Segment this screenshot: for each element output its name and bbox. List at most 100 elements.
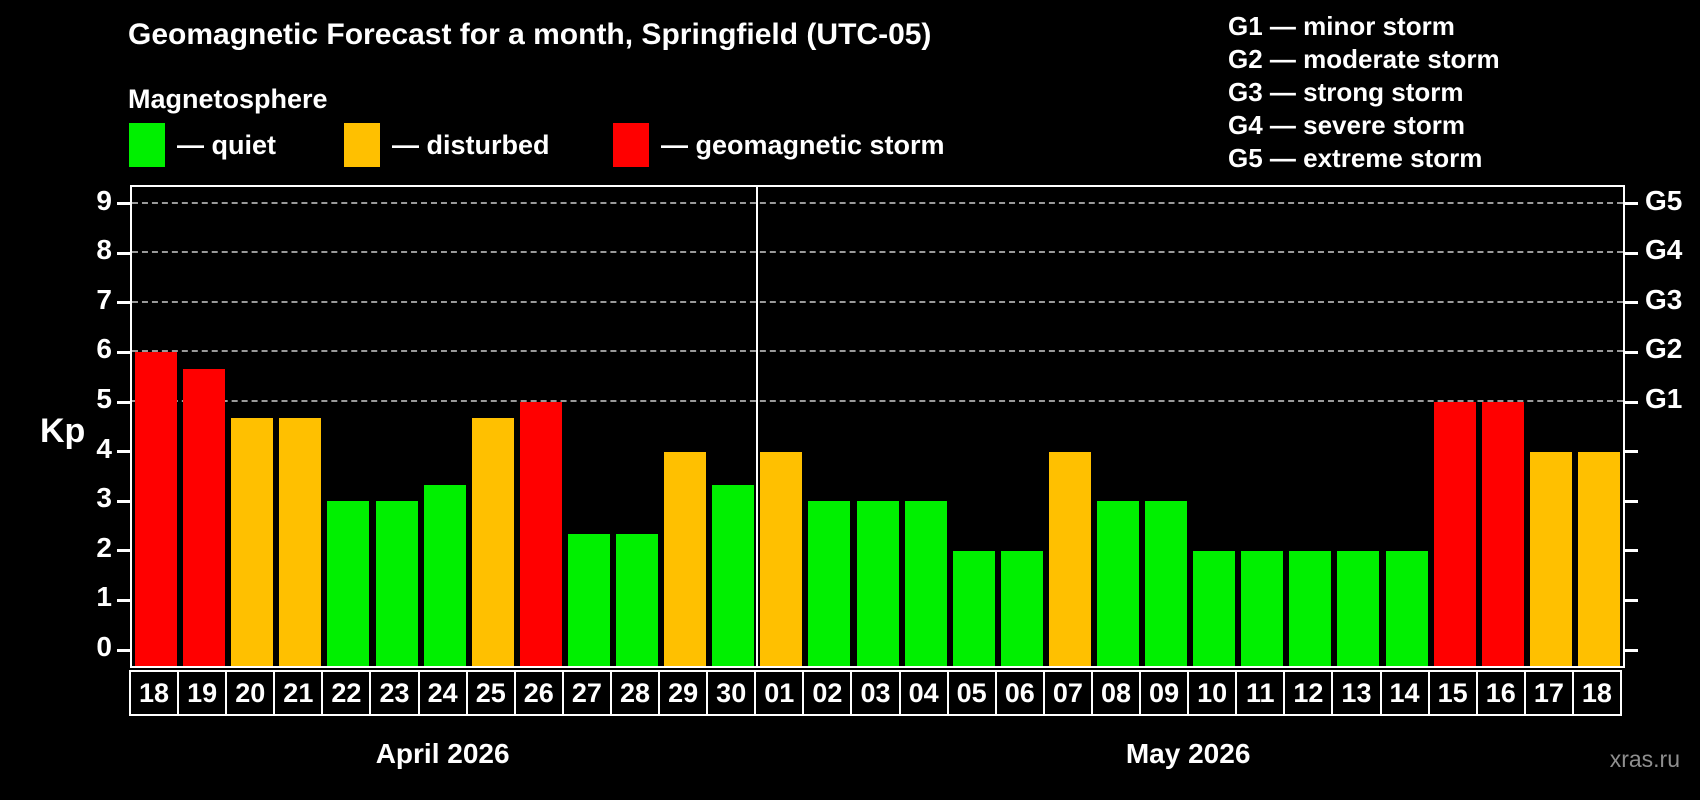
legend-storm-label: — geomagnetic storm <box>661 129 945 160</box>
day-label: 17 <box>1523 670 1574 716</box>
day-label: 15 <box>1427 670 1478 716</box>
day-label: 22 <box>321 670 372 716</box>
day-label: 20 <box>225 670 276 716</box>
right-axis-tick <box>1625 301 1638 305</box>
right-axis-tick <box>1625 202 1638 206</box>
day-label: 18 <box>129 670 180 716</box>
kp-bar <box>1577 451 1620 666</box>
g-scale-legend-line: G2 — moderate storm <box>1228 44 1500 74</box>
kp-bar <box>952 550 995 666</box>
kp-bar <box>1193 550 1236 666</box>
day-label: 27 <box>561 670 612 716</box>
month-label-april: April 2026 <box>375 738 510 769</box>
kp-bar <box>183 368 226 666</box>
plot-area <box>130 185 1625 668</box>
right-axis-tick <box>1625 598 1638 602</box>
day-label: 24 <box>417 670 468 716</box>
y-axis-tick <box>117 350 130 354</box>
day-label: 06 <box>994 670 1045 716</box>
right-axis-tick <box>1625 251 1638 255</box>
g-scale-legend: G1 — minor storm G2 — moderate storm G3 … <box>1228 10 1500 175</box>
kp-bar <box>808 501 851 666</box>
kp-bar <box>231 418 274 666</box>
kp-bar <box>471 418 514 666</box>
y-axis-tick <box>117 450 130 454</box>
kp-bar <box>1481 402 1524 666</box>
y-axis-tick <box>117 598 130 602</box>
g-axis-label: G3 <box>1645 283 1683 315</box>
day-label: 12 <box>1283 670 1334 716</box>
kp-bar <box>1241 550 1284 666</box>
kp-bar <box>1385 550 1428 666</box>
right-axis-tick <box>1625 549 1638 553</box>
day-label: 21 <box>273 670 324 716</box>
g-axis-label: G5 <box>1645 184 1683 216</box>
y-axis-tick-label: 3 <box>96 482 112 514</box>
y-axis-tick <box>117 549 130 553</box>
kp-bar <box>1337 550 1380 666</box>
g-axis-label: G4 <box>1645 234 1683 266</box>
legend-item-storm: — geomagnetic storm <box>613 123 945 167</box>
legend-disturbed-label: — disturbed <box>392 129 550 160</box>
legend-item-quiet: — quiet <box>129 123 276 167</box>
day-label: 18 <box>1571 670 1622 716</box>
day-label: 05 <box>946 670 997 716</box>
legend-item-disturbed: — disturbed <box>344 123 550 167</box>
kp-bar <box>1000 550 1043 666</box>
day-label: 07 <box>1042 670 1093 716</box>
kp-bar <box>760 451 803 666</box>
day-label: 25 <box>465 670 516 716</box>
quiet-color-swatch-icon <box>129 123 165 167</box>
gridline-kp7 <box>132 300 1623 303</box>
y-axis-tick-label: 9 <box>96 184 112 216</box>
month-label-may: May 2026 <box>1125 738 1251 769</box>
legend-quiet-label: — quiet <box>177 129 276 160</box>
g-axis-label: G2 <box>1645 333 1683 365</box>
kp-bar <box>904 501 947 666</box>
kp-bar <box>567 534 610 666</box>
day-label: 10 <box>1187 670 1238 716</box>
y-axis-tick <box>117 648 130 652</box>
day-label: 26 <box>513 670 564 716</box>
kp-bar <box>135 352 178 666</box>
g-scale-legend-line: G1 — minor storm <box>1228 11 1455 41</box>
chart-title: Geomagnetic Forecast for a month, Spring… <box>128 18 932 51</box>
storm-color-swatch-icon <box>613 123 649 167</box>
kp-bar <box>327 501 370 666</box>
day-label: 29 <box>658 670 709 716</box>
kp-bar <box>856 501 899 666</box>
y-axis-title: Kp <box>40 412 86 450</box>
gridline-kp8 <box>132 251 1623 254</box>
day-label: 01 <box>754 670 805 716</box>
kp-bar <box>375 501 418 666</box>
y-axis-tick-label: 8 <box>96 234 112 266</box>
disturbed-color-swatch-icon <box>344 123 380 167</box>
kp-bar <box>279 418 322 666</box>
magnetosphere-label: Magnetosphere <box>128 84 328 114</box>
day-label: 28 <box>609 670 661 716</box>
g-scale-legend-line: G4 — severe storm <box>1228 110 1466 140</box>
right-axis-tick <box>1625 648 1638 652</box>
y-axis-tick-label: 5 <box>96 383 112 414</box>
kp-bar <box>1048 451 1091 666</box>
g-axis-label: G1 <box>1645 383 1683 414</box>
day-label: 23 <box>369 670 420 716</box>
month-separator <box>756 187 759 666</box>
y-axis-tick-label: 1 <box>96 581 112 613</box>
right-axis-tick <box>1625 400 1638 404</box>
kp-bar <box>1289 550 1332 666</box>
y-axis-tick <box>117 301 130 305</box>
kp-bar <box>616 534 659 666</box>
y-axis-tick-label: 6 <box>96 333 112 365</box>
day-label: 16 <box>1475 670 1526 716</box>
day-label: 04 <box>898 670 949 716</box>
y-axis-tick-label: 4 <box>96 432 112 464</box>
kp-bar <box>1433 402 1476 666</box>
gridline-kp5 <box>132 400 1623 402</box>
day-label: 14 <box>1379 670 1430 716</box>
day-label: 30 <box>706 670 757 716</box>
right-axis-tick <box>1625 499 1638 503</box>
day-label: 03 <box>850 670 901 716</box>
day-label: 09 <box>1139 670 1190 716</box>
